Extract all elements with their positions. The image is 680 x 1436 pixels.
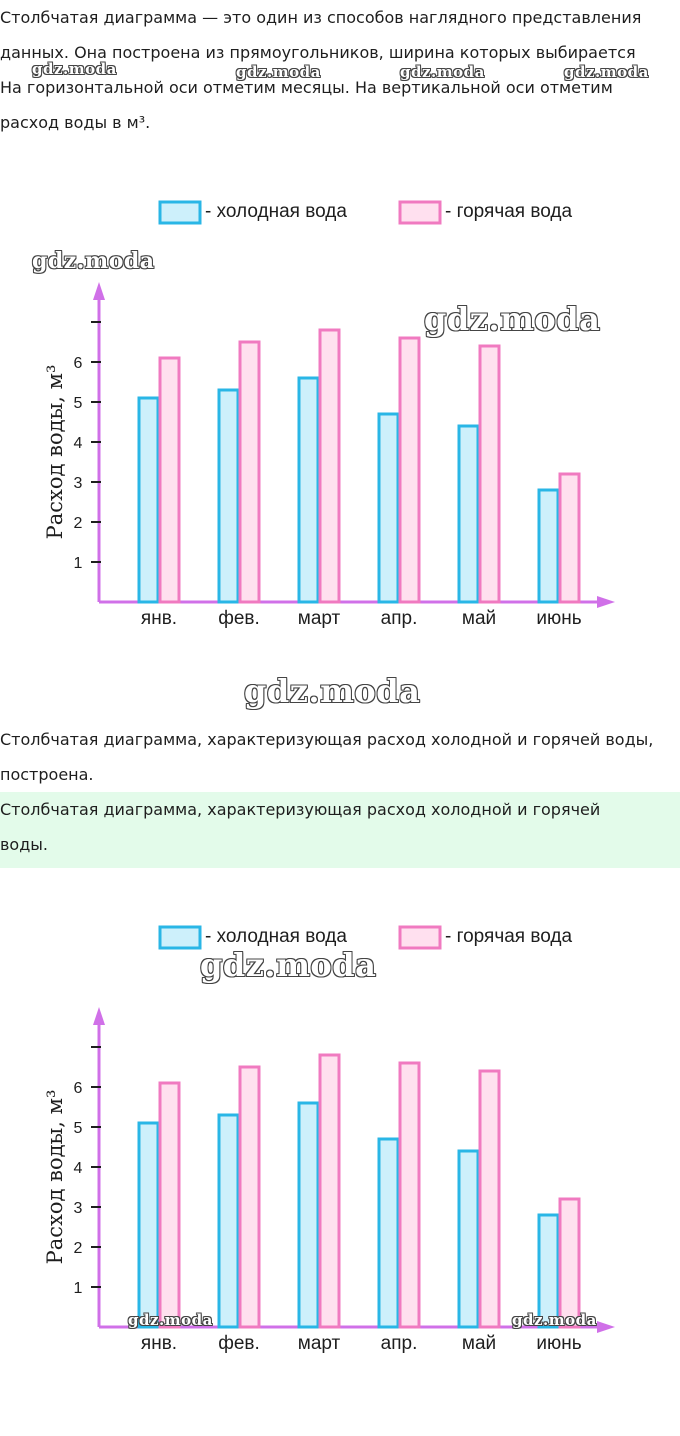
- x-axis-arrow: [597, 596, 615, 608]
- water-consumption-chart-2: - холодная вода - горячая вода 1 2 3 4 5 6 Расхо…: [43, 925, 615, 1354]
- y-tick-label: 2: [74, 1240, 83, 1257]
- y-tick-label: 6: [74, 355, 83, 372]
- cold-water-bar-3: [377, 1137, 400, 1329]
- watermark: gdz.moda: [400, 63, 485, 81]
- legend-swatch-0: [158, 925, 202, 950]
- legend-label-1: - горячая вода: [445, 201, 572, 222]
- y-tick-label: 5: [74, 395, 83, 412]
- answer-line-1: Столбчатая диаграмма, характеризующая ра…: [0, 800, 601, 819]
- hot-water-bar-1: [238, 1065, 261, 1329]
- intro-line-1: Столбчатая диаграмма — это один из спосо…: [0, 8, 642, 27]
- watermark: gdz.moda: [512, 1311, 597, 1329]
- category-label-2: март: [298, 608, 341, 629]
- intro-line-2: данных. Она построена из прямоугольников…: [0, 43, 636, 62]
- y-tick-label: 6: [74, 1080, 83, 1097]
- y-tick-label: 2: [74, 515, 83, 532]
- legend-swatch-1: [398, 925, 442, 950]
- legend-label-0: - холодная вода: [205, 201, 347, 222]
- cold-water-bar-2: [297, 376, 320, 604]
- watermark: gdz.moda: [564, 63, 649, 81]
- hot-water-bar-5: [558, 472, 581, 604]
- y-axis-label: Расход воды, м³: [43, 1090, 67, 1265]
- y-tick-label: 5: [74, 1120, 83, 1137]
- caption-line-1: Столбчатая диаграмма, характеризующая ра…: [0, 730, 654, 749]
- answer-block: Столбчатая диаграмма, характеризующая ра…: [0, 792, 680, 868]
- legend-swatch-0: [158, 200, 202, 225]
- cold-water-bar-2: [297, 1101, 320, 1329]
- hot-water-bar-2: [318, 328, 341, 604]
- hot-water-bar-3: [398, 336, 421, 604]
- watermark: gdz.moda: [32, 248, 155, 274]
- y-tick-label: 1: [74, 555, 83, 572]
- intro-line-3: На горизонтальной оси отметим месяцы. На…: [0, 78, 613, 97]
- hot-water-bar-0: [158, 1081, 181, 1329]
- y-axis-arrow: [93, 282, 105, 300]
- y-tick-label: 3: [74, 475, 83, 492]
- caption-line-2: построена.: [0, 765, 94, 784]
- x-axis-arrow: [597, 1321, 615, 1333]
- category-label-4: май: [462, 1333, 496, 1354]
- watermark: gdz.moda: [424, 300, 601, 338]
- y-axis-arrow: [93, 1007, 105, 1025]
- cold-water-bar-5: [537, 1213, 560, 1329]
- watermark: gdz.moda: [236, 63, 321, 81]
- category-label-3: апр.: [381, 1333, 418, 1354]
- cold-water-bar-4: [457, 1149, 480, 1329]
- category-label-1: фев.: [218, 1333, 260, 1354]
- hot-water-bar-0: [158, 356, 181, 604]
- y-tick-label: 4: [74, 435, 83, 452]
- legend-label-1: - горячая вода: [445, 926, 572, 947]
- cold-water-bar-5: [537, 488, 560, 604]
- watermark: gdz.moda: [32, 60, 117, 78]
- water-consumption-chart-1: - холодная вода - горячая вода 1 2 3 4 5 6 Расхо…: [43, 200, 615, 629]
- category-label-0: янв.: [141, 608, 177, 629]
- watermark: gdz.moda: [200, 946, 377, 984]
- intro-text: Столбчатая диаграмма — это один из спосо…: [0, 0, 680, 140]
- category-label-5: июнь: [536, 1333, 581, 1354]
- legend-label-0: - холодная вода: [205, 926, 347, 947]
- cold-water-bar-4: [457, 424, 480, 604]
- y-tick-label: 4: [74, 1160, 83, 1177]
- hot-water-bar-4: [478, 1069, 501, 1329]
- category-label-3: апр.: [381, 608, 418, 629]
- hot-water-bar-4: [478, 344, 501, 604]
- watermark: gdz.moda: [244, 672, 421, 710]
- cold-water-bar-0: [137, 396, 160, 604]
- y-axis-label: Расход воды, м³: [43, 365, 67, 540]
- watermark: gdz.moda: [128, 1311, 213, 1329]
- hot-water-bar-5: [558, 1197, 581, 1329]
- cold-water-bar-1: [217, 1113, 240, 1329]
- category-label-1: фев.: [218, 608, 260, 629]
- category-label-4: май: [462, 608, 496, 629]
- y-tick-label: 1: [74, 1280, 83, 1297]
- y-tick-label: 3: [74, 1200, 83, 1217]
- chart-caption: Столбчатая диаграмма, характеризующая ра…: [0, 722, 680, 792]
- cold-water-bar-1: [217, 388, 240, 604]
- cold-water-bar-3: [377, 412, 400, 604]
- hot-water-bar-3: [398, 1061, 421, 1329]
- legend-swatch-1: [398, 200, 442, 225]
- category-label-5: июнь: [536, 608, 581, 629]
- answer-line-2: воды.: [0, 835, 48, 854]
- cold-water-bar-0: [137, 1121, 160, 1329]
- intro-line-4: расход воды в м³.: [0, 113, 151, 132]
- category-label-2: март: [298, 1333, 341, 1354]
- hot-water-bar-1: [238, 340, 261, 604]
- category-label-0: янв.: [141, 1333, 177, 1354]
- hot-water-bar-2: [318, 1053, 341, 1329]
